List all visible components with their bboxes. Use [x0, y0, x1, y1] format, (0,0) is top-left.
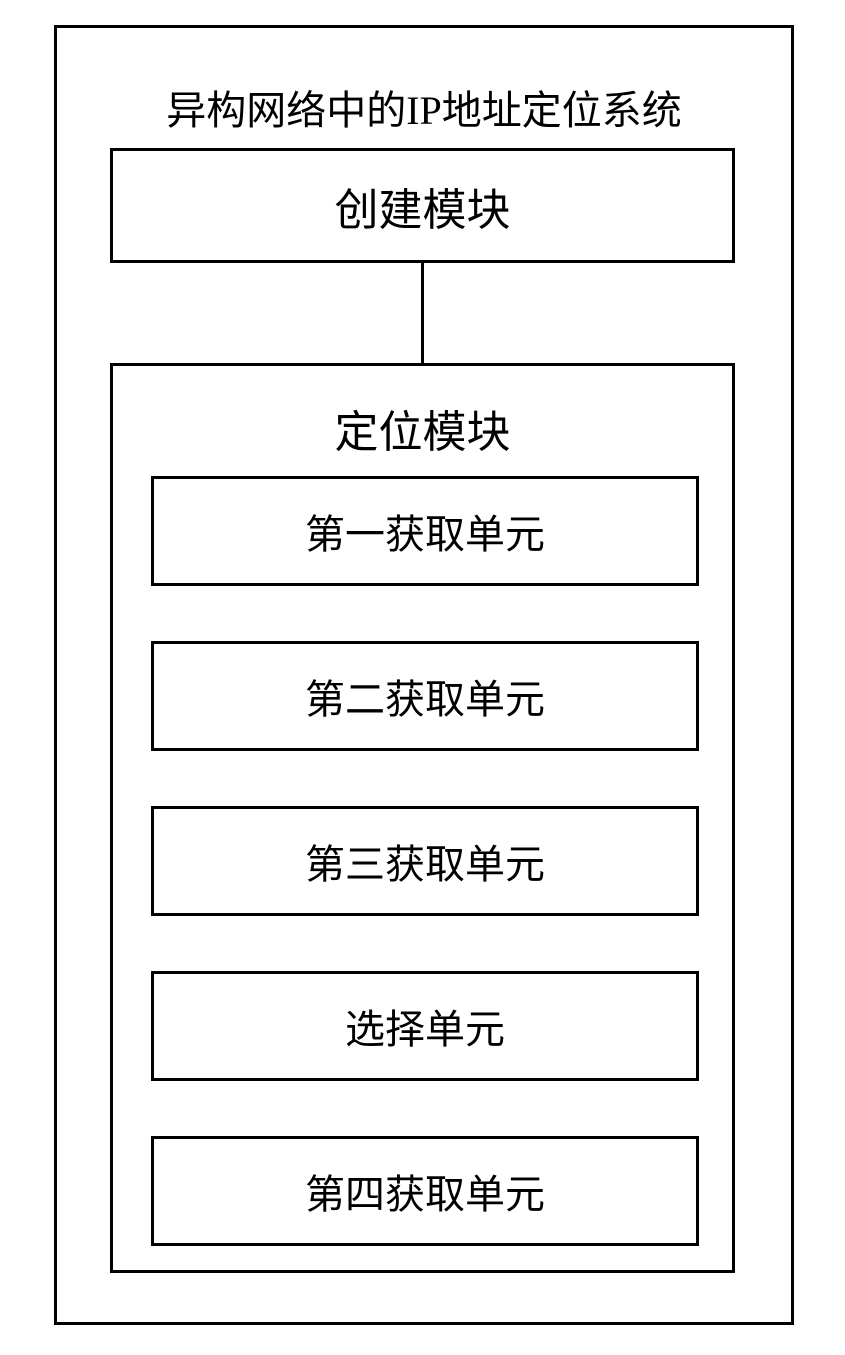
- locate-module-title: 定位模块: [113, 396, 732, 460]
- connector-line: [421, 263, 424, 363]
- create-module-label: 创建模块: [335, 174, 511, 238]
- unit-box-5: 第四获取单元: [151, 1136, 699, 1246]
- unit-label: 选择单元: [345, 997, 505, 1055]
- unit-box-1: 第一获取单元: [151, 476, 699, 586]
- unit-box-4: 选择单元: [151, 971, 699, 1081]
- unit-box-2: 第二获取单元: [151, 641, 699, 751]
- unit-label: 第一获取单元: [305, 502, 545, 560]
- create-module-box: 创建模块: [110, 148, 735, 263]
- unit-label: 第四获取单元: [305, 1162, 545, 1220]
- unit-label: 第二获取单元: [305, 667, 545, 725]
- locate-module-box: 定位模块 第一获取单元 第二获取单元 第三获取单元 选择单元 第四获取单元: [110, 363, 735, 1273]
- unit-box-3: 第三获取单元: [151, 806, 699, 916]
- unit-label: 第三获取单元: [305, 832, 545, 890]
- system-title: 异构网络中的IP地址定位系统: [57, 78, 791, 136]
